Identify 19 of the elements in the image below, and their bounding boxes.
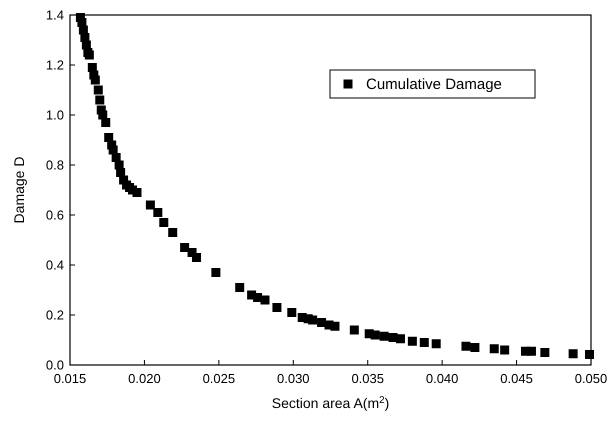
- x-tick-label: 0.030: [277, 371, 310, 386]
- y-tick-label: 1.2: [46, 58, 64, 72]
- x-tick-label: 0.045: [500, 371, 533, 386]
- y-tick-label: 0.0: [46, 358, 64, 372]
- y-tick-label: 0.2: [46, 308, 64, 322]
- y-tick-label: 1.4: [46, 8, 64, 22]
- x-tick-label: 0.025: [202, 371, 236, 386]
- x-tick-label: 0.040: [426, 371, 458, 386]
- y-tick-label: 0.4: [46, 258, 64, 272]
- x-tick-label: 0.035: [351, 371, 384, 386]
- y-tick-label: 1.0: [46, 108, 64, 122]
- x-tick-label: 0.015: [54, 371, 86, 386]
- legend-label: Cumulative Damage: [366, 76, 502, 93]
- x-tick-label: 0.020: [128, 371, 161, 386]
- y-tick-label: 0.8: [46, 158, 64, 172]
- x-axis-title: Section area A(m$^{2}$): [272, 394, 390, 411]
- y-axis-title: Damage D: [11, 156, 27, 224]
- y-tick-label: 0.6: [46, 208, 64, 222]
- x-tick-label: 0.050: [574, 371, 608, 386]
